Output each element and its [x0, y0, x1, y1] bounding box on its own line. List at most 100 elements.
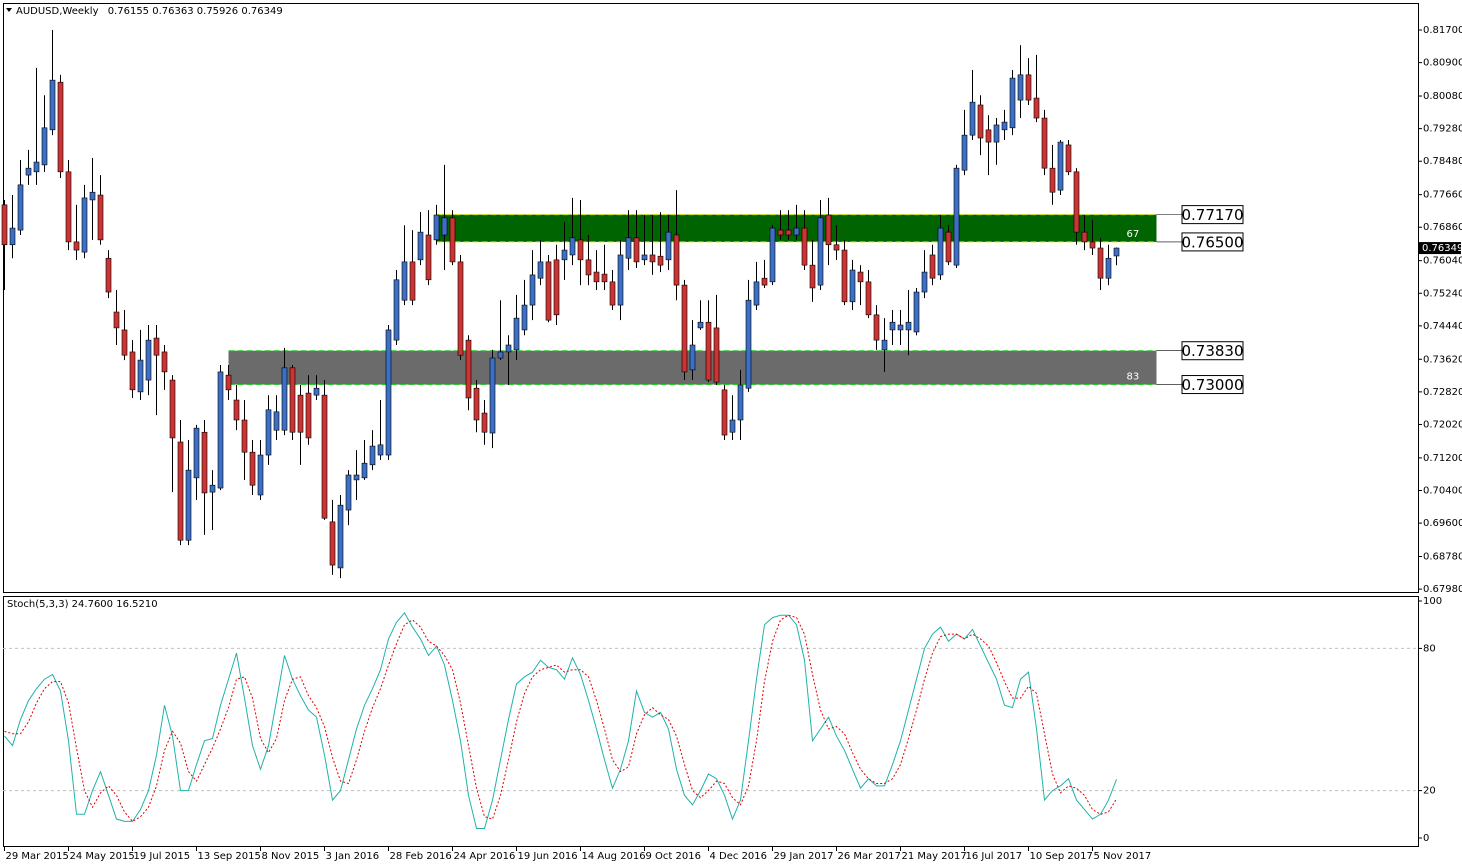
x-tick-label: 16 Jul 2017 — [966, 851, 1023, 862]
y-tick-label: 0.81700 — [1423, 25, 1462, 36]
candle-body — [353, 474, 360, 481]
zone-label: 67 — [1127, 229, 1140, 240]
x-tick-label: 28 Feb 2016 — [390, 851, 452, 862]
candle-body — [945, 231, 952, 263]
candle-body — [185, 469, 192, 541]
candle-body — [1097, 247, 1104, 279]
candle-body — [1001, 121, 1008, 131]
candle-body — [193, 427, 200, 479]
candle-body — [289, 367, 296, 433]
zone-label: 83 — [1127, 372, 1140, 383]
candle-body — [129, 351, 136, 391]
candle-body — [73, 241, 80, 251]
candle-body — [585, 259, 592, 276]
candle-body — [473, 387, 480, 421]
candle-body — [65, 171, 72, 243]
ohlc-close: 0.76349 — [241, 6, 282, 17]
x-tick-label: 24 Apr 2016 — [454, 851, 516, 862]
candle-body — [833, 244, 840, 251]
candle-body — [1089, 241, 1096, 249]
y-tick-label: 0.72020 — [1423, 419, 1462, 430]
y-tick-label: 0.67980 — [1423, 584, 1462, 595]
y-tick-label: 0.75240 — [1423, 288, 1462, 299]
ohlc-high: 0.76363 — [152, 6, 193, 17]
y-tick-label: 0.73620 — [1423, 354, 1462, 365]
candle-body — [569, 237, 576, 256]
stoch-signal-readout: 16.5210 — [116, 599, 157, 610]
y-tick-label: 100 — [1423, 596, 1442, 607]
candle-body — [337, 504, 344, 569]
candle-body — [1025, 74, 1032, 101]
candle-body — [33, 161, 40, 173]
stoch-line — [4, 614, 1117, 823]
candle-body — [49, 79, 56, 131]
candle-body — [449, 217, 456, 263]
candle-body — [817, 217, 824, 286]
y-tick-label: 0.71200 — [1423, 453, 1462, 464]
candle-body — [217, 371, 224, 489]
candle-body — [873, 314, 880, 341]
symbol-title: AUDUSD,Weekly — [16, 6, 99, 17]
x-tick-label: 4 Dec 2016 — [710, 851, 768, 862]
candle-body — [417, 231, 424, 261]
candle-body — [241, 419, 248, 453]
ohlc-open: 0.76155 — [108, 6, 149, 17]
candle-body — [633, 237, 640, 263]
candle-body — [409, 261, 416, 301]
stoch-main-readout: 24.7600 — [72, 599, 113, 610]
candle-body — [729, 419, 736, 433]
candle-body — [145, 339, 152, 381]
candle-body — [593, 271, 600, 283]
candle-body — [377, 444, 384, 456]
candle-body — [809, 264, 816, 289]
y-tick-label: 80 — [1423, 643, 1436, 654]
x-tick-label: 8 Nov 2015 — [262, 851, 320, 862]
y-tick-label: 0.70400 — [1423, 485, 1462, 496]
candle-body — [441, 217, 448, 236]
candle-body — [1113, 247, 1120, 257]
y-tick-label: 0.76860 — [1423, 222, 1462, 233]
candle-body — [305, 392, 312, 439]
price-tag — [1419, 242, 1461, 255]
y-tick-label: 0.74440 — [1423, 321, 1462, 332]
candle-body — [793, 227, 800, 236]
stoch-header: Stoch(5,3,3) 24.7600 16.5210 — [7, 599, 158, 610]
candle-body — [313, 387, 320, 396]
candle-body — [905, 321, 912, 331]
candle-body — [737, 384, 744, 421]
candle-body — [233, 399, 240, 421]
candle-body — [1017, 74, 1024, 101]
candle-body — [481, 412, 488, 433]
candle-body — [1049, 167, 1056, 193]
candle-body — [369, 445, 376, 466]
candle-body — [913, 291, 920, 333]
x-tick-label: 29 Mar 2015 — [6, 851, 69, 862]
candle-body — [705, 321, 712, 381]
candle-body — [25, 167, 32, 176]
candle-body — [561, 249, 568, 261]
candle-body — [553, 259, 560, 316]
candle-body — [521, 304, 528, 331]
main-panel — [3, 3, 1419, 593]
candle-body — [937, 227, 944, 276]
x-tick-label: 10 Sep 2017 — [1030, 851, 1093, 862]
y-tick-label: 0.80080 — [1423, 91, 1462, 102]
stoch-panel — [3, 596, 1419, 847]
candle-body — [1081, 231, 1088, 243]
candle-body — [777, 229, 784, 236]
level-box — [1181, 341, 1244, 361]
stoch-line — [4, 611, 1117, 830]
candle-body — [689, 344, 696, 371]
candle-body — [529, 274, 536, 306]
x-tick-label: 14 Aug 2016 — [582, 851, 646, 862]
price-tag-label: 0.76349 — [1422, 243, 1462, 254]
y-tick-label: 0.69600 — [1423, 518, 1462, 529]
candle-body — [961, 134, 968, 171]
level-box — [1181, 375, 1244, 395]
candle-body — [249, 451, 256, 486]
candle-body — [113, 311, 120, 329]
candle-body — [457, 261, 464, 356]
candle-body — [1009, 77, 1016, 129]
candle-body — [881, 339, 888, 351]
candle-body — [177, 441, 184, 541]
